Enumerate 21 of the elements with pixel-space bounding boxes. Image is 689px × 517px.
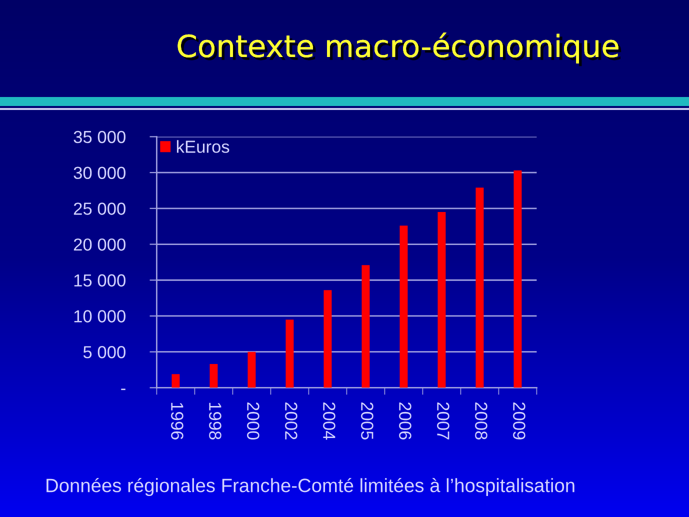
- y-tick-label: 10 000: [74, 310, 126, 322]
- y-tick-label: 15 000: [74, 274, 126, 287]
- x-tick-label: 2007: [437, 402, 450, 440]
- x-tick-label: 2000: [247, 402, 260, 440]
- x-tick-label: 1998: [209, 402, 222, 440]
- x-tick-label: 2009: [513, 402, 526, 440]
- x-tick-label: 2005: [361, 402, 374, 440]
- x-tick-label: 2002: [285, 402, 298, 440]
- x-tick-label: 2006: [399, 402, 412, 440]
- x-tick-label: 2008: [475, 402, 488, 440]
- x-tick-label: 2004: [323, 402, 336, 440]
- legend-label: kEuros: [176, 140, 230, 153]
- y-tick-label: 35 000: [74, 130, 126, 144]
- y-tick-label: 30 000: [74, 166, 126, 180]
- chart-title: Contexte macro-économique: [178, 32, 622, 66]
- y-tick-label: -: [121, 388, 126, 390]
- y-tick-label: 25 000: [74, 202, 126, 215]
- text: Données régionales Franche-Comté limitées à l’hospitalisation: [46, 478, 574, 496]
- y-tick-label: 20 000: [74, 238, 126, 251]
- y-tick-label: 5 000: [83, 346, 126, 358]
- x-tick-label: 1996: [171, 402, 184, 440]
